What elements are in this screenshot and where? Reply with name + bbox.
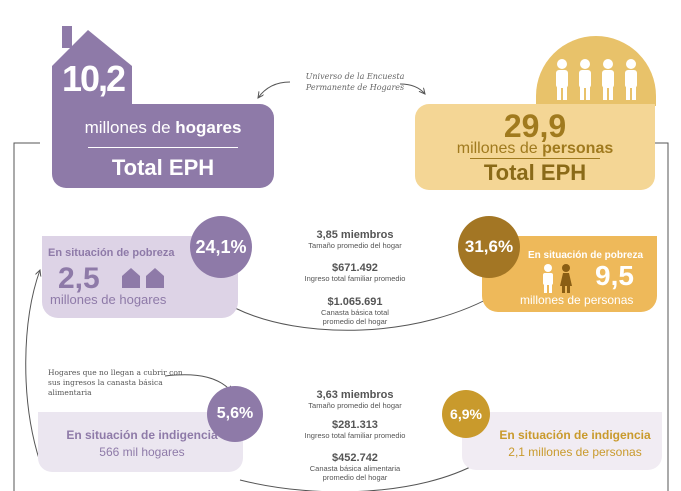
- divider: [470, 158, 600, 159]
- indigence-persons-card: [462, 412, 662, 470]
- poverty-persons-percent-badge: 31,6%: [458, 216, 520, 278]
- divider: [88, 147, 238, 148]
- basket-note: Hogares que no llegan a cubrir con sus i…: [48, 368, 183, 397]
- households-unit: millones de hogares: [84, 118, 242, 137]
- households-total-card: millones de hogares Total EPH: [52, 104, 274, 188]
- persons-caption: Total EPH: [483, 160, 587, 185]
- poverty-persons-number: 9,5: [595, 260, 634, 291]
- households-total-number: 10,2: [61, 58, 126, 99]
- persons-unit: millones de personas: [456, 140, 614, 157]
- family-icon: [543, 264, 572, 293]
- persons-total-card: [415, 104, 655, 190]
- indigence-households-percent-badge: 5,6%: [207, 386, 263, 442]
- poverty-households-unit: millones de hogares: [50, 292, 167, 307]
- indigence-households-unit: 566 mil hogares: [99, 445, 185, 459]
- poverty-stat-members: 3,85 miembros Tamaño promedio del hogar: [308, 229, 402, 250]
- poverty-stat-income: $671.492 Ingreso total familiar promedio: [304, 262, 406, 283]
- small-houses-icon: [122, 268, 164, 288]
- indigence-stat-members: 3,63 miembros Tamaño promedio del hogar: [308, 389, 402, 410]
- poverty-households-percent-badge: 24,1%: [190, 216, 252, 278]
- indigence-stat-basket: $452.742 Canasta básica alimentaria prom…: [309, 452, 401, 482]
- poverty-stat-basket: $1.065.691 Canasta básica total promedio…: [321, 296, 389, 326]
- indigence-persons-unit: 2,1 millones de personas: [508, 445, 642, 459]
- poverty-persons-unit: millones de personas: [520, 293, 634, 307]
- house-icon: [52, 26, 132, 107]
- people-icon: [556, 59, 637, 100]
- indigence-households-title: En situación de indigencia: [66, 428, 218, 442]
- poverty-households-number: 2,5: [58, 262, 100, 295]
- poverty-persons-title: En situación de pobreza: [528, 250, 644, 261]
- poverty-households-title: En situación de pobreza: [48, 247, 175, 259]
- persons-total-number: 29,9: [503, 108, 567, 144]
- universe-note: Universo de la Encuesta Permanente de Ho…: [305, 72, 405, 92]
- indigence-persons-percent-badge: 6,9%: [442, 390, 490, 438]
- households-caption: Total EPH: [111, 155, 215, 180]
- indigence-persons-title: En situación de indigencia: [499, 428, 651, 442]
- indigence-stat-income: $281.313 Ingreso total familiar promedio: [304, 419, 406, 440]
